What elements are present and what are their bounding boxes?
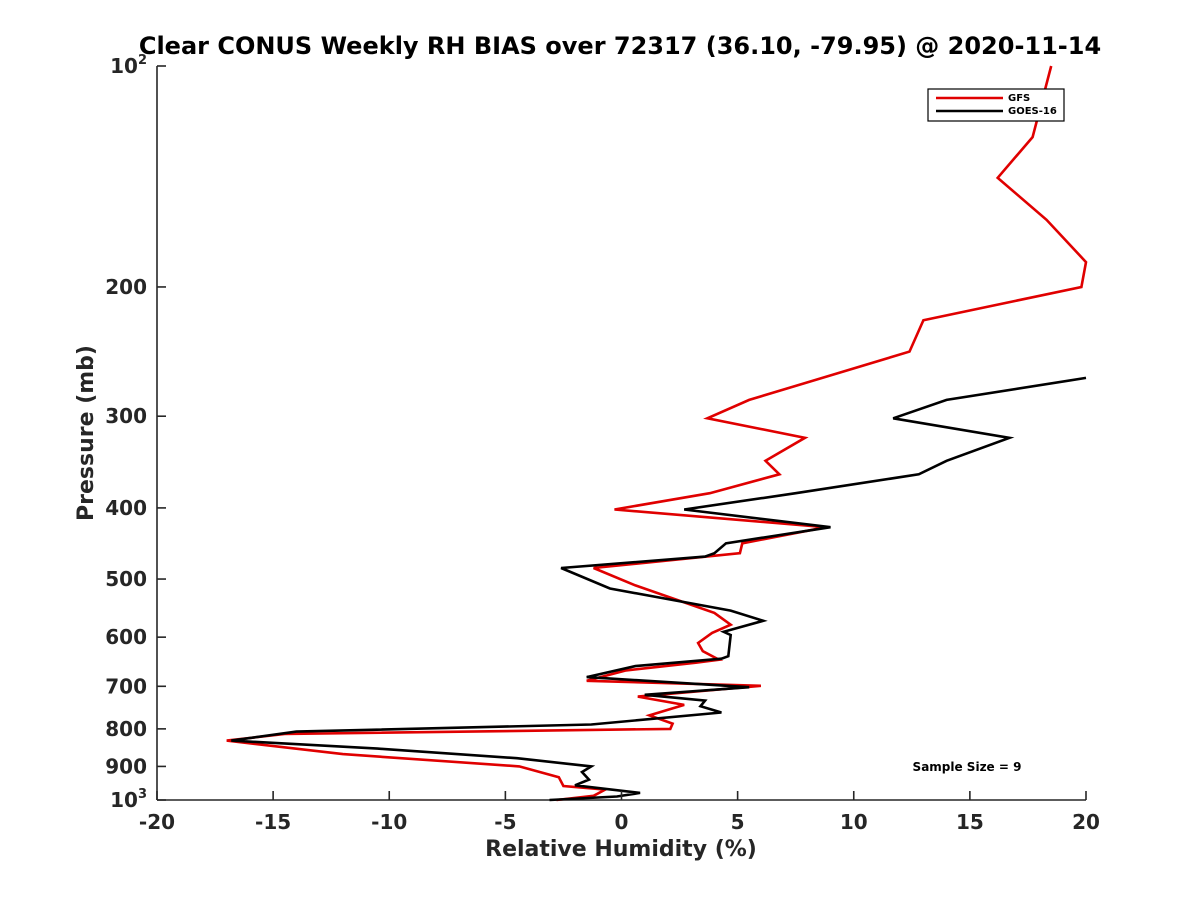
- y-tick-label: 400: [105, 496, 147, 520]
- series-line-goes16: [231, 376, 1087, 802]
- y-tick-label: 700: [105, 674, 147, 698]
- x-tick-label: -5: [494, 810, 516, 834]
- y-tick-label: 500: [105, 567, 147, 591]
- legend-label-gfs: GFS: [1008, 93, 1030, 104]
- legend-label-goes16: GOES-16: [1008, 106, 1057, 117]
- x-tick-label: -10: [371, 810, 407, 834]
- y-tick-label: 300: [105, 404, 147, 428]
- x-tick-label: -20: [139, 810, 175, 834]
- y-tick-label: 800: [105, 717, 147, 741]
- series-layer: [226, 65, 1088, 802]
- legend-box: [927, 88, 1065, 122]
- x-tick-label: 15: [956, 810, 984, 834]
- y-tick-label: 200: [105, 275, 147, 299]
- x-tick-label: 10: [840, 810, 868, 834]
- chart-title: Clear CONUS Weekly RH BIAS over 72317 (3…: [139, 32, 1101, 60]
- y-tick-label: 900: [105, 754, 147, 778]
- x-tick-label: 0: [615, 810, 629, 834]
- y-axis-label: Pressure (mb): [74, 345, 99, 521]
- x-axis-label: Relative Humidity (%): [485, 837, 757, 862]
- x-tick-label: -15: [255, 810, 291, 834]
- x-tick-label: 5: [731, 810, 745, 834]
- plot-area: [156, 66, 1086, 801]
- sample-size-annotation: Sample Size = 9: [913, 760, 1022, 774]
- y-ticks: 102 200 300 400 500 600 700 800 900 103: [105, 53, 166, 812]
- y-tick-label: 103: [110, 787, 147, 812]
- legend: GFS GOES-16: [927, 88, 1065, 122]
- y-tick-label: 102: [110, 53, 147, 78]
- x-ticks: -20 -15 -10 -5 0 5 10 15 20: [139, 791, 1100, 834]
- x-tick-label: 20: [1072, 810, 1100, 834]
- y-tick-label: 600: [105, 625, 147, 649]
- series-line-gfs: [226, 65, 1088, 802]
